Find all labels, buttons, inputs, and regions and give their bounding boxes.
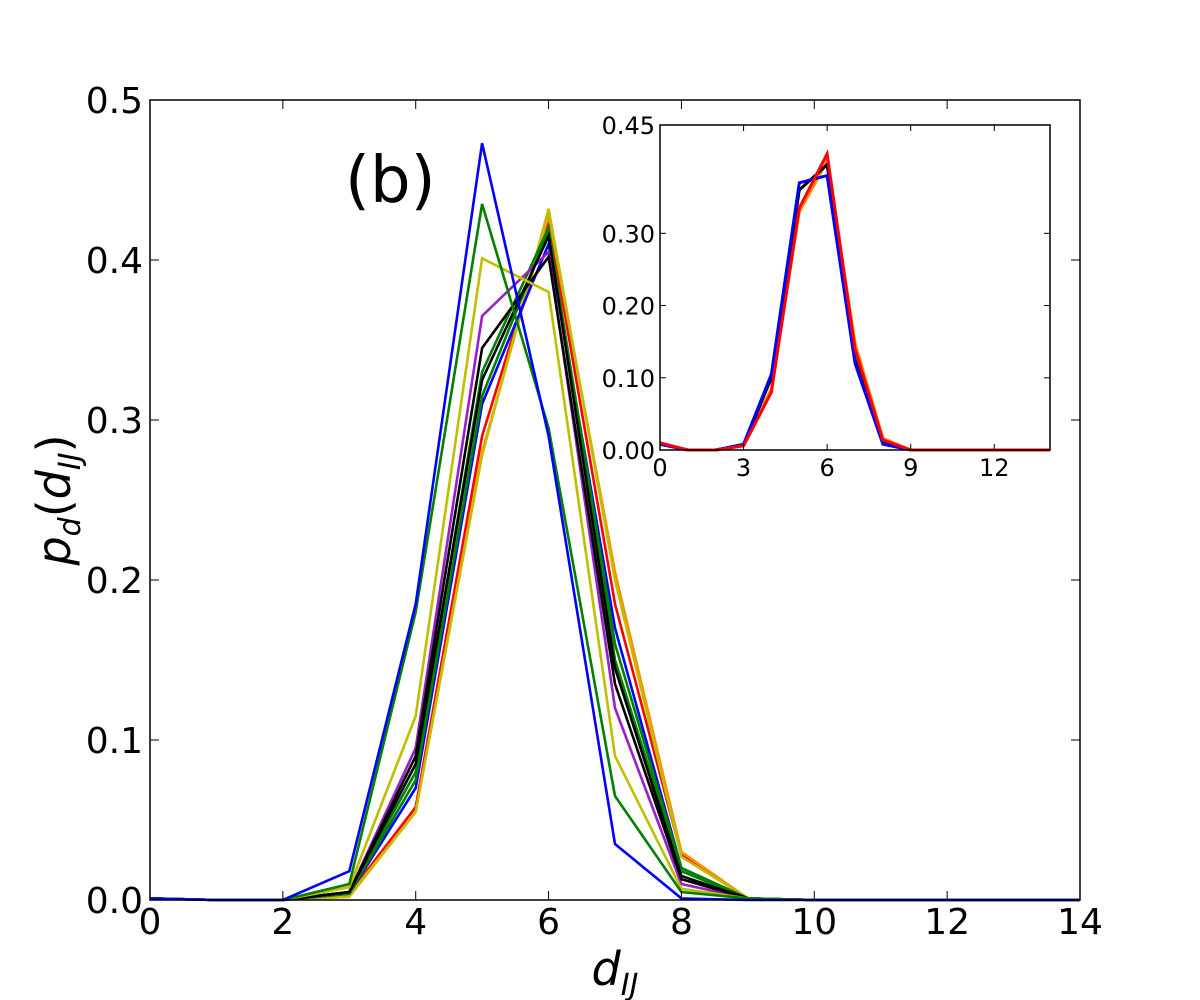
y-axis-label-close-paren: ) [27, 434, 81, 452]
main-x-tick-label: 4 [404, 902, 427, 943]
main-tick-marks [149, 99, 1081, 901]
main-y-tick-label: 0.1 [86, 721, 143, 762]
main-x-tick-label: 2 [271, 902, 294, 943]
inset-x-tick-label: 6 [820, 454, 835, 482]
inset-x-tick-label: 3 [736, 454, 751, 482]
y-axis-label-func: p [27, 536, 81, 566]
inset-y-tick-label: 0.00 [602, 437, 655, 465]
main-x-tick-label: 10 [791, 902, 837, 943]
x-axis-label: dIJ [592, 942, 639, 1000]
main-y-tick-label: 0.5 [86, 81, 143, 122]
main-plot-frame [149, 99, 1081, 901]
y-axis-label: pd(dIJ) [27, 434, 88, 566]
inset-plot-frame [659, 124, 1051, 451]
inset-x-tick-label: 0 [652, 454, 667, 482]
y-axis-label-open-paren: ( [27, 499, 81, 517]
main-y-tick-label: 0.4 [86, 241, 143, 282]
inset-y-tick-label: 0.45 [602, 112, 655, 140]
main-chart: 0 2 4 6 8 10 12 14 0.00.10.20.30.40.5 (b) dIJ p… [27, 81, 1103, 1000]
main-y-tick-label: 0.3 [86, 401, 143, 442]
y-axis-label-arg-sub: IJ [53, 452, 88, 470]
inset-background [660, 125, 1050, 450]
main-y-tick-labels: 0.0 0.1 0.2 0.3 0.4 0.5 [86, 81, 143, 922]
main-y-tick-label: 0.2 [86, 561, 143, 602]
inset-x-tick-label: 12 [979, 454, 1010, 482]
inset-y-tick-labels: 0.00 0.10 0.20 0.30 0.45 [602, 112, 655, 465]
inset-y-tick-label: 0.10 [602, 365, 655, 393]
y-axis-label-func-sub: d [53, 516, 88, 536]
inset-chart: 0 3 6 9 12 0.00 0.10 0.20 0.30 0.45 [602, 112, 1051, 482]
x-axis-label-base: d [592, 942, 622, 996]
inset-tick-marks [659, 124, 1050, 451]
main-x-tick-label: 6 [537, 902, 560, 943]
main-x-tick-label: 12 [924, 902, 970, 943]
inset-x-tick-label: 9 [903, 454, 918, 482]
panel-label: (b) [345, 144, 436, 218]
inset-y-tick-label: 0.20 [602, 293, 655, 321]
main-x-tick-label: 0 [139, 902, 162, 943]
inset-x-tick-labels: 0 3 6 9 12 [652, 454, 1009, 482]
main-x-tick-label: 8 [670, 902, 693, 943]
inset-y-tick-label: 0.30 [602, 220, 655, 248]
y-axis-label-arg: d [27, 469, 81, 499]
main-x-tick-labels: 0 2 4 6 8 10 12 14 [139, 902, 1103, 943]
x-axis-label-sub: IJ [621, 968, 639, 1000]
main-x-tick-label: 14 [1057, 902, 1103, 943]
main-y-tick-label: 0.0 [86, 881, 143, 922]
